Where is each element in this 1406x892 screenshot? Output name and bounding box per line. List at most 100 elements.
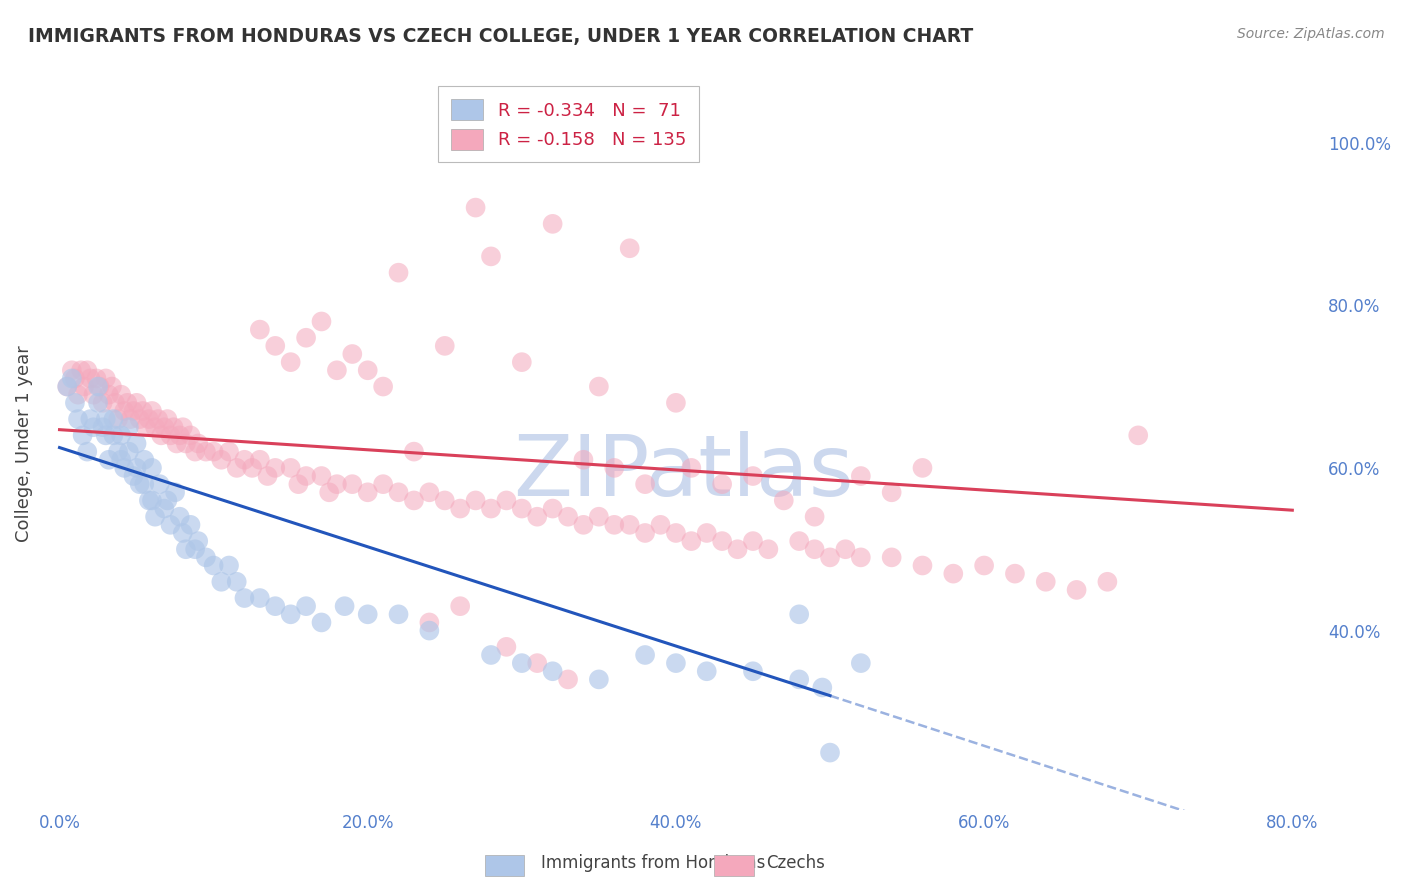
Point xyxy=(387,266,409,280)
Point xyxy=(402,493,425,508)
Point xyxy=(79,371,101,385)
Point xyxy=(311,469,333,483)
Point xyxy=(1004,566,1026,581)
Point xyxy=(82,387,104,401)
Point xyxy=(510,355,533,369)
Point xyxy=(619,241,641,255)
Point xyxy=(387,485,409,500)
Point xyxy=(711,534,734,549)
Point xyxy=(156,412,179,426)
Point xyxy=(153,420,176,434)
Point xyxy=(169,509,191,524)
Point xyxy=(787,673,810,687)
Point xyxy=(172,525,194,540)
Point xyxy=(202,558,225,573)
Point xyxy=(357,363,380,377)
Text: ZIPatlas: ZIPatlas xyxy=(513,431,853,515)
Point xyxy=(73,379,96,393)
Point xyxy=(1035,574,1057,589)
Point xyxy=(94,428,117,442)
Point xyxy=(280,461,302,475)
Point xyxy=(66,387,89,401)
Point xyxy=(218,558,240,573)
Point xyxy=(541,501,564,516)
Point xyxy=(357,485,380,500)
Point xyxy=(70,363,93,377)
Point xyxy=(318,485,340,500)
Point xyxy=(97,452,120,467)
Point xyxy=(295,331,318,345)
Point xyxy=(696,525,718,540)
Point xyxy=(479,648,502,662)
Point xyxy=(588,673,610,687)
Point xyxy=(326,477,349,491)
Point xyxy=(311,615,333,630)
Point xyxy=(159,428,181,442)
Point xyxy=(280,355,302,369)
Point xyxy=(56,379,79,393)
Point xyxy=(264,599,287,614)
Point xyxy=(249,591,271,605)
Point xyxy=(79,412,101,426)
Point xyxy=(557,673,579,687)
Point xyxy=(449,501,471,516)
Point xyxy=(94,371,117,385)
Point xyxy=(634,525,657,540)
Point xyxy=(880,485,903,500)
Point xyxy=(849,550,872,565)
Point xyxy=(526,656,548,670)
Point xyxy=(97,387,120,401)
Point xyxy=(619,517,641,532)
Point xyxy=(541,665,564,679)
Point xyxy=(169,428,191,442)
Point xyxy=(112,461,135,475)
Point xyxy=(120,412,142,426)
Point xyxy=(89,379,111,393)
Point xyxy=(91,396,114,410)
Point xyxy=(588,379,610,393)
Point xyxy=(681,534,703,549)
Point xyxy=(256,469,278,483)
Point xyxy=(63,396,86,410)
Point xyxy=(122,469,145,483)
Point xyxy=(134,452,156,467)
Point xyxy=(849,656,872,670)
Point xyxy=(125,436,148,450)
Point xyxy=(880,550,903,565)
Point xyxy=(1128,428,1150,442)
Point xyxy=(634,648,657,662)
Point xyxy=(479,249,502,263)
Point xyxy=(125,396,148,410)
Point xyxy=(91,420,114,434)
Point xyxy=(150,428,173,442)
Point xyxy=(333,599,356,614)
Point xyxy=(295,599,318,614)
Point xyxy=(187,534,209,549)
Point xyxy=(402,444,425,458)
Point xyxy=(249,323,271,337)
Point xyxy=(202,444,225,458)
Point xyxy=(758,542,780,557)
Point xyxy=(184,542,207,557)
Point xyxy=(110,428,132,442)
Point xyxy=(696,665,718,679)
Point xyxy=(711,477,734,491)
Point xyxy=(103,412,125,426)
Point xyxy=(138,493,160,508)
Point xyxy=(63,371,86,385)
Point xyxy=(603,517,626,532)
Point xyxy=(849,469,872,483)
Point xyxy=(787,534,810,549)
Point xyxy=(225,461,247,475)
Point xyxy=(174,542,197,557)
Point xyxy=(143,509,166,524)
Point xyxy=(249,452,271,467)
Point xyxy=(742,534,765,549)
Point xyxy=(634,477,657,491)
Text: Czechs: Czechs xyxy=(766,855,825,872)
Point xyxy=(818,746,841,760)
Point xyxy=(194,550,217,565)
Point xyxy=(141,461,163,475)
Point xyxy=(86,371,108,385)
Text: IMMIGRANTS FROM HONDURAS VS CZECH COLLEGE, UNDER 1 YEAR CORRELATION CHART: IMMIGRANTS FROM HONDURAS VS CZECH COLLEG… xyxy=(28,27,973,45)
